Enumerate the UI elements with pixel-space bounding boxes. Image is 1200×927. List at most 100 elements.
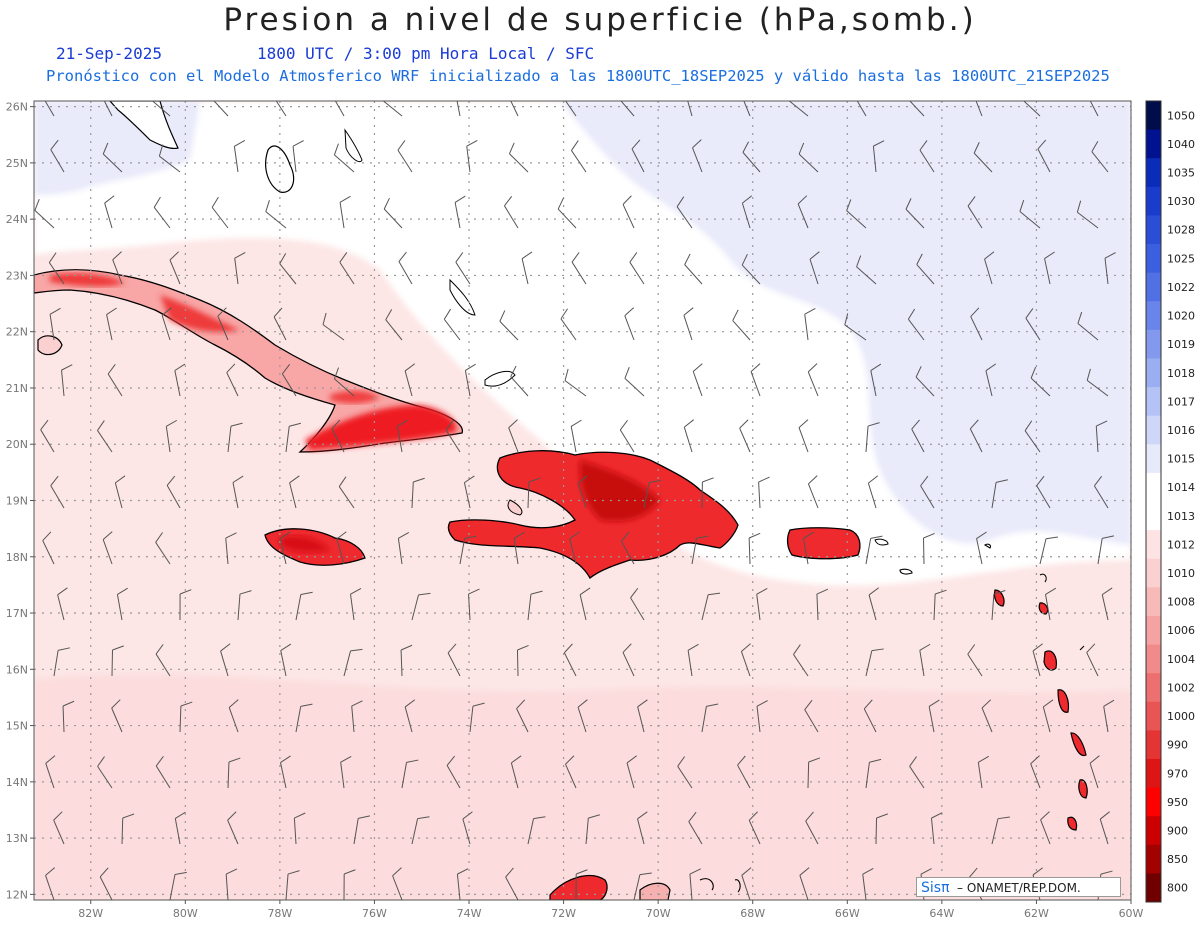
wind-barb-flag: [1032, 643, 1043, 652]
colorbar-swatch: [1146, 329, 1161, 359]
wind-barb-staff: [905, 208, 925, 229]
wind-barb-flag: [220, 643, 231, 652]
wind-barb-staff: [50, 149, 65, 173]
wind-barb-flag: [571, 252, 580, 263]
wind-barb-staff: [802, 538, 809, 565]
wind-barb-staff: [975, 101, 983, 117]
wind-barb-flag: [153, 196, 161, 208]
wind-barb-flag: [808, 757, 821, 763]
wind-barb-flag: [563, 643, 573, 654]
wind-barb-flag: [406, 759, 419, 763]
wind-barb-staff: [155, 542, 171, 565]
wind-barb-staff: [797, 203, 809, 229]
wind-barb-flag: [225, 868, 238, 875]
wind-barb-staff: [102, 153, 123, 173]
wind-barb-staff: [505, 876, 519, 900]
lat-label: 16N: [6, 663, 28, 676]
wind-barb-flag: [920, 475, 929, 487]
wind-barb-staff: [1093, 485, 1109, 509]
colorbar-swatch: [1146, 558, 1161, 588]
wind-barb-staff: [691, 538, 697, 565]
wind-barb-flag: [50, 475, 59, 486]
wind-barb-flag: [287, 870, 300, 875]
wind-barb-flag: [967, 644, 976, 655]
wind-barb-flag: [505, 867, 514, 878]
wind-barb-staff: [464, 370, 471, 397]
wind-barb-flag: [322, 312, 327, 325]
wind-barb-flag: [289, 422, 302, 427]
colorbar-level-label: 1018: [1167, 367, 1195, 380]
colorbar-level-label: 1017: [1167, 395, 1195, 408]
wind-barb-flag: [226, 363, 236, 373]
wind-barb-staff: [455, 261, 471, 285]
colorbar-level-label: 1013: [1167, 510, 1195, 523]
wind-barb-staff: [756, 706, 761, 733]
wind-barb-flag: [161, 307, 172, 316]
wind-barb-flag: [100, 84, 108, 93]
wind-barb-staff: [107, 373, 123, 397]
wind-barb-flag: [169, 251, 179, 261]
wind-barb-staff: [174, 370, 181, 397]
wind-barb-staff: [919, 149, 935, 173]
wind-barb-flag: [871, 648, 884, 652]
lon-label: 60W: [1119, 907, 1144, 920]
wind-barb-flag: [692, 139, 702, 149]
wind-barb-staff: [622, 204, 635, 229]
wind-barb-staff: [411, 818, 419, 845]
wind-barb-flag: [333, 367, 340, 380]
wind-barb-staff: [973, 152, 993, 173]
wind-barb-staff: [285, 874, 289, 900]
wind-barb-staff: [870, 370, 877, 397]
wind-barb-staff: [111, 707, 123, 733]
wind-barb-staff: [976, 538, 983, 565]
wind-barb-staff: [169, 874, 176, 900]
wind-barb-flag: [174, 363, 186, 371]
wind-barb-staff: [1030, 763, 1041, 789]
wind-barb-staff: [788, 101, 809, 117]
wind-barb-flag: [873, 140, 885, 147]
wind-barb-flag: [280, 755, 291, 764]
lon-label: 66W: [835, 907, 860, 920]
wind-barb-flag: [1021, 87, 1025, 98]
wind-barb-flag: [639, 872, 652, 876]
colorbar-swatch: [1146, 215, 1161, 245]
wind-barb-flag: [997, 816, 1010, 820]
wind-barb-flag: [739, 419, 749, 429]
wind-barb-flag: [803, 531, 814, 539]
wind-barb-staff: [227, 819, 239, 845]
wind-barb-staff: [585, 818, 589, 845]
wind-barb-flag: [748, 811, 758, 821]
wind-barb-staff: [742, 152, 761, 173]
wind-barb-staff: [396, 426, 403, 453]
wind-barb-flag: [984, 251, 995, 260]
wind-barb-flag: [34, 199, 40, 211]
credit-box: Sisπ – ONAMET/REP.DOM.: [916, 877, 1121, 897]
wind-barb-flag: [649, 480, 662, 484]
wind-barb-flag: [798, 419, 809, 428]
wind-barb-flag: [1032, 867, 1043, 876]
wind-barb-flag: [499, 310, 506, 322]
wind-barb-staff: [513, 538, 519, 565]
wind-barb-staff: [521, 258, 529, 285]
wind-barb-staff: [624, 377, 645, 397]
wind-barb-staff: [985, 370, 993, 397]
wind-barb-flag: [42, 531, 52, 541]
wind-barb-flag: [413, 477, 425, 483]
wind-barb-flag: [863, 699, 873, 710]
wind-barb-staff: [40, 429, 55, 453]
wind-barb-staff: [331, 428, 345, 453]
wind-barb-staff: [510, 376, 529, 397]
wind-barb-staff: [279, 538, 287, 565]
colorbar-swatch: [1146, 358, 1161, 388]
wind-barb-staff: [743, 101, 751, 117]
wind-barb-flag: [689, 868, 701, 875]
wind-barb-staff: [508, 427, 519, 453]
wind-barb-flag: [528, 477, 541, 483]
wind-barb-flag: [756, 588, 768, 595]
wind-barb-staff: [637, 706, 645, 733]
small-islands: [699, 543, 1085, 893]
wind-barb-staff: [233, 146, 239, 173]
colorbar-swatch: [1146, 444, 1161, 474]
wind-barb-flag: [382, 88, 386, 99]
lon-label: 78W: [267, 907, 292, 920]
